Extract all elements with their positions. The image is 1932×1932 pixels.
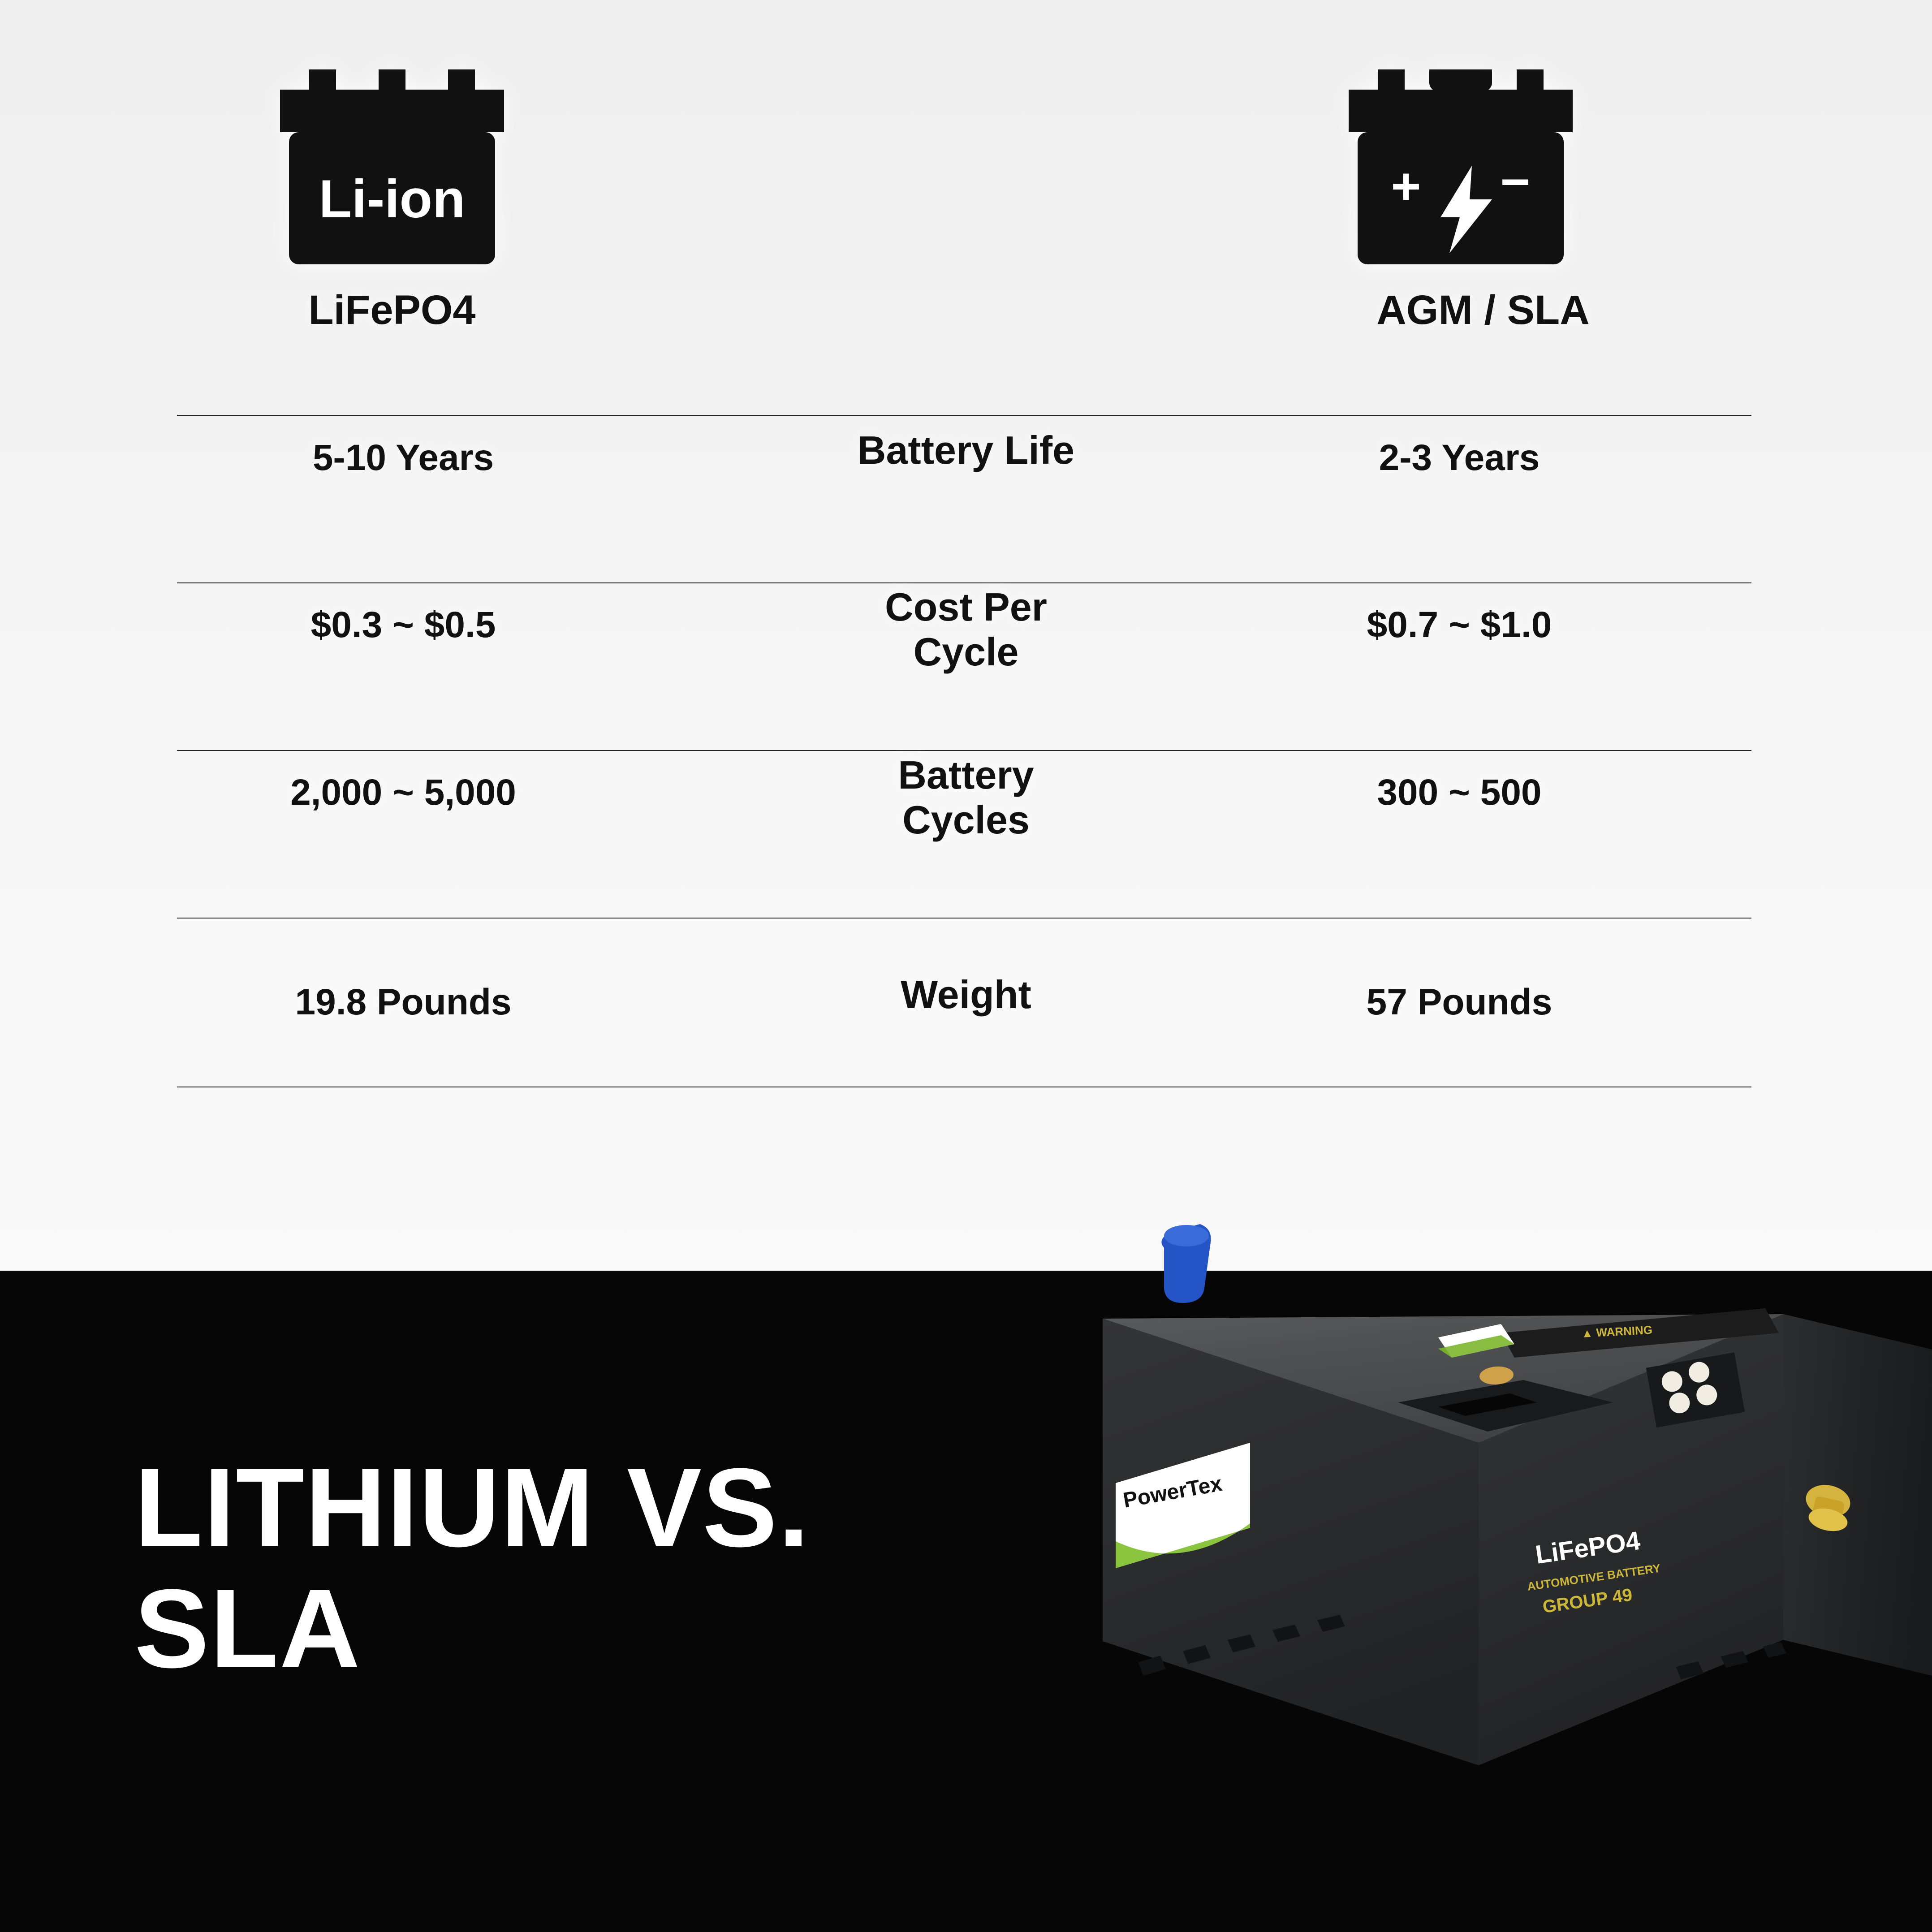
svg-text:Li-ion: Li-ion [319,169,466,229]
svg-text:+: + [1391,158,1421,215]
svg-text:−: − [1500,153,1530,211]
